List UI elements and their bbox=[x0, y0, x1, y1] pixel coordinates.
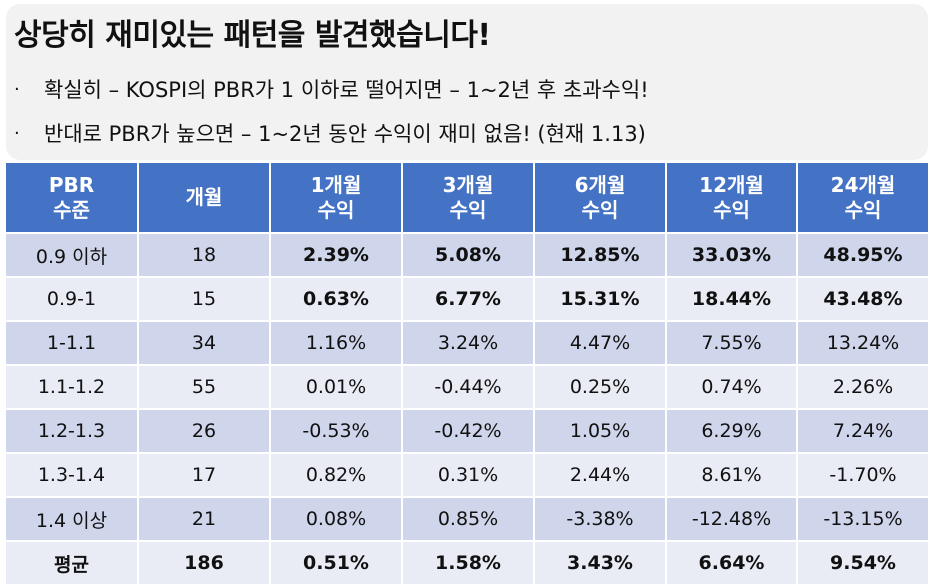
table-row: 1.3-1.4 17 0.82% 0.31% 2.44% 8.61% -1.70% bbox=[6, 452, 928, 497]
return-cell: 6.29% bbox=[666, 408, 798, 453]
return-cell: 7.24% bbox=[797, 408, 928, 453]
return-cell: 7.55% bbox=[666, 320, 798, 365]
return-cell: 0.63% bbox=[270, 276, 403, 321]
column-header-line1: PBR bbox=[48, 172, 95, 197]
table-row: 1.4 이상 21 0.08% 0.85% -3.38% -12.48% -13.15% bbox=[6, 496, 928, 541]
column-header: 개월 bbox=[138, 163, 271, 233]
table-row: 0.9-1 15 0.63% 6.77% 15.31% 18.44% 43.48% bbox=[6, 276, 928, 321]
return-cell: 0.51% bbox=[270, 540, 403, 584]
header-panel bbox=[6, 4, 928, 160]
column-header-line1: 3개월 bbox=[442, 172, 494, 197]
return-cell: -1.70% bbox=[797, 452, 928, 497]
pbr-level-cell: 1.2-1.3 bbox=[6, 408, 139, 453]
return-cell: -3.38% bbox=[534, 496, 667, 541]
column-header-line2: 수준 bbox=[53, 197, 90, 222]
column-header-line2: 수익 bbox=[581, 197, 619, 222]
bullet-list: · 확실히 – KOSPI의 PBR가 1 이하로 떨어지면 – 1~2년 후 초… bbox=[14, 68, 649, 156]
column-header-line1: 24개월 bbox=[830, 172, 896, 197]
pbr-level-cell: 1.1-1.2 bbox=[6, 364, 139, 409]
return-cell: 12.85% bbox=[534, 232, 667, 277]
return-cell: -0.53% bbox=[270, 408, 403, 453]
bullet-text: 확실히 – KOSPI의 PBR가 1 이하로 떨어지면 – 1~2년 후 초과… bbox=[44, 78, 649, 102]
return-cell: 43.48% bbox=[797, 276, 928, 321]
return-cell: 3.43% bbox=[534, 540, 667, 584]
return-cell: 2.39% bbox=[270, 232, 403, 277]
table-row: 1-1.1 34 1.16% 3.24% 4.47% 7.55% 13.24% bbox=[6, 320, 928, 365]
return-cell: 0.25% bbox=[534, 364, 667, 409]
column-header: PBR 수준 bbox=[6, 163, 139, 233]
table-body: 0.9 이하 18 2.39% 5.08% 12.85% 33.03% 48.95% 0.9-… bbox=[6, 232, 928, 584]
return-cell: 5.08% bbox=[402, 232, 535, 277]
table-row-average: 평균 186 0.51% 1.58% 3.43% 6.64% 9.54% bbox=[6, 540, 928, 584]
return-cell: 2.44% bbox=[534, 452, 667, 497]
month-count-cell: 21 bbox=[138, 496, 271, 541]
pbr-level-cell: 평균 bbox=[6, 540, 139, 584]
table-row: 1.2-1.3 26 -0.53% -0.42% 1.05% 6.29% 7.24% bbox=[6, 408, 928, 453]
return-cell: 4.47% bbox=[534, 320, 667, 365]
column-header-line1: 12개월 bbox=[699, 172, 764, 197]
column-header-line1: 개월 bbox=[185, 185, 223, 209]
return-cell: 6.64% bbox=[666, 540, 798, 584]
return-cell: 0.85% bbox=[402, 496, 535, 541]
return-cell: 0.82% bbox=[270, 452, 403, 497]
column-header-line2: 수익 bbox=[449, 197, 487, 222]
column-header: 6개월 수익 bbox=[534, 163, 667, 233]
column-header: 1개월 수익 bbox=[270, 163, 403, 233]
bullet-item: · 확실히 – KOSPI의 PBR가 1 이하로 떨어지면 – 1~2년 후 초… bbox=[14, 68, 649, 112]
month-count-cell: 55 bbox=[138, 364, 271, 409]
return-cell: -0.44% bbox=[402, 364, 535, 409]
table-row: 1.1-1.2 55 0.01% -0.44% 0.25% 0.74% 2.26% bbox=[6, 364, 928, 409]
month-count-cell: 17 bbox=[138, 452, 271, 497]
pbr-level-cell: 1.4 이상 bbox=[6, 496, 139, 541]
return-cell: -0.42% bbox=[402, 408, 535, 453]
return-cell: 3.24% bbox=[402, 320, 535, 365]
column-header-line1: 1개월 bbox=[310, 172, 362, 197]
return-cell: 0.74% bbox=[666, 364, 798, 409]
bullet-marker: · bbox=[14, 123, 20, 144]
return-cell: 1.05% bbox=[534, 408, 667, 453]
month-count-cell: 34 bbox=[138, 320, 271, 365]
return-cell: 48.95% bbox=[797, 232, 928, 277]
column-header-line2: 수익 bbox=[844, 197, 882, 222]
bullet-marker: · bbox=[14, 79, 20, 100]
month-count-cell: 15 bbox=[138, 276, 271, 321]
table-row: 0.9 이하 18 2.39% 5.08% 12.85% 33.03% 48.95% bbox=[6, 232, 928, 277]
column-header-line2: 수익 bbox=[317, 197, 355, 222]
return-cell: 0.08% bbox=[270, 496, 403, 541]
pbr-level-cell: 0.9 이하 bbox=[6, 232, 139, 277]
return-cell: 1.58% bbox=[402, 540, 535, 584]
return-cell: 0.01% bbox=[270, 364, 403, 409]
pbr-level-cell: 0.9-1 bbox=[6, 276, 139, 321]
column-header-line1: 6개월 bbox=[574, 172, 626, 197]
month-count-cell: 18 bbox=[138, 232, 271, 277]
return-cell: 6.77% bbox=[402, 276, 535, 321]
return-cell: -13.15% bbox=[797, 496, 928, 541]
return-cell: 13.24% bbox=[797, 320, 928, 365]
return-cell: 15.31% bbox=[534, 276, 667, 321]
page-title: 상당히 재미있는 패턴을 발견했습니다! bbox=[14, 18, 491, 53]
bullet-item: · 반대로 PBR가 높으면 – 1~2년 동안 수익이 재미 없음! (현재 1… bbox=[14, 112, 649, 156]
pbr-returns-table: PBR 수준 개월 1개월 수익 3개월 수익 6개월 수익 12개월 수익 24개월 수익 0.9 이… bbox=[6, 163, 928, 584]
column-header: 12개월 수익 bbox=[666, 163, 798, 233]
return-cell: 33.03% bbox=[666, 232, 798, 277]
return-cell: 2.26% bbox=[797, 364, 928, 409]
return-cell: 0.31% bbox=[402, 452, 535, 497]
return-cell: 1.16% bbox=[270, 320, 403, 365]
pbr-level-cell: 1.3-1.4 bbox=[6, 452, 139, 497]
column-header-line2: 수익 bbox=[713, 197, 750, 222]
month-count-cell: 26 bbox=[138, 408, 271, 453]
return-cell: -12.48% bbox=[666, 496, 798, 541]
return-cell: 9.54% bbox=[797, 540, 928, 584]
return-cell: 18.44% bbox=[666, 276, 798, 321]
return-cell: 8.61% bbox=[666, 452, 798, 497]
month-count-cell: 186 bbox=[138, 540, 271, 584]
pbr-level-cell: 1-1.1 bbox=[6, 320, 139, 365]
table-header-row: PBR 수준 개월 1개월 수익 3개월 수익 6개월 수익 12개월 수익 24개월 수익 bbox=[6, 163, 928, 233]
bullet-text: 반대로 PBR가 높으면 – 1~2년 동안 수익이 재미 없음! (현재 1.… bbox=[44, 122, 646, 146]
column-header: 24개월 수익 bbox=[797, 163, 928, 233]
column-header: 3개월 수익 bbox=[402, 163, 535, 233]
